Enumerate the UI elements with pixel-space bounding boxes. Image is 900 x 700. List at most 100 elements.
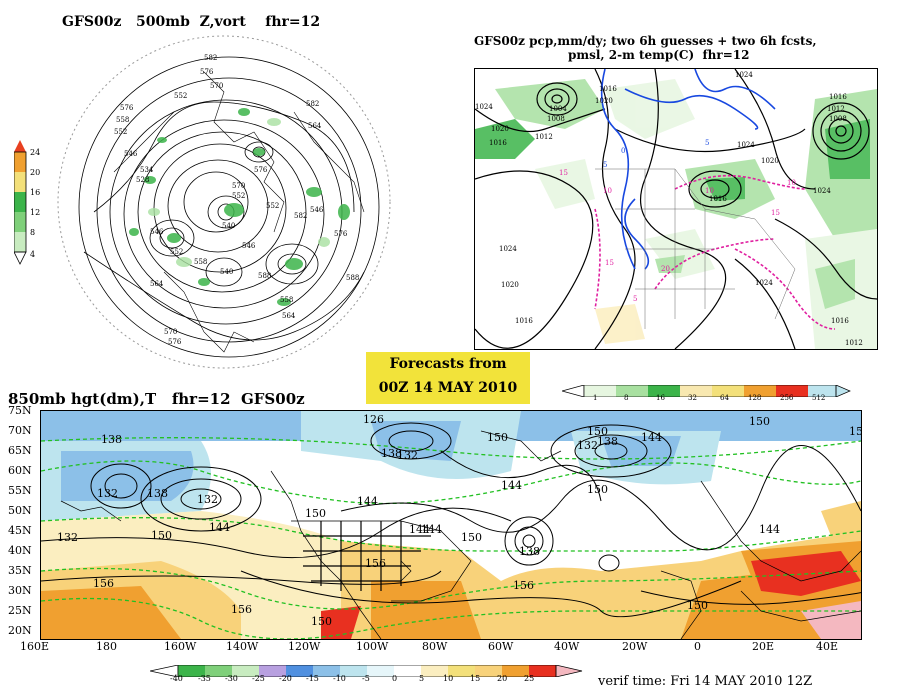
contour-label: 546	[242, 242, 256, 250]
temp-cb-label: -30	[225, 674, 238, 683]
temp-cb-label: -10	[333, 674, 346, 683]
contour-label: 552	[114, 128, 128, 136]
lat-label: 65N	[8, 444, 32, 457]
temp-cb-label: 5	[419, 674, 425, 683]
pcp-cb-label: 512	[812, 394, 826, 402]
height-label: 138	[519, 545, 540, 558]
forecast-line2: 00Z 14 MAY 2010	[378, 380, 518, 396]
lon-label: 20E	[752, 640, 775, 653]
temp-cb-label: -40	[170, 674, 183, 683]
temp-label: 5	[705, 139, 710, 147]
height-label: 156	[93, 577, 114, 590]
temp-label: 10	[787, 179, 796, 187]
temp-cb-label: 10	[443, 674, 454, 683]
isobar-label: 1012	[827, 105, 845, 113]
temp-label: 0	[621, 147, 626, 155]
height-label: 144	[759, 523, 780, 536]
height-label: 150	[587, 483, 608, 496]
contour-label: 558	[194, 258, 208, 266]
forecast-time-box: Forecasts from 00Z 14 MAY 2010	[366, 352, 530, 404]
isobar-label: 1004	[549, 105, 567, 113]
isobar-label: 1024	[737, 141, 755, 149]
contour-label: 546	[124, 150, 138, 158]
polar-cb-label: 24	[30, 148, 41, 157]
lat-axis: 75N 70N 65N 60N 55N 50N 45N 40N 35N 30N …	[0, 404, 40, 640]
height-label: 150	[849, 425, 861, 438]
lon-label: 60W	[488, 640, 514, 653]
temp-label: 10	[705, 187, 714, 195]
lon-label: 20W	[622, 640, 648, 653]
contour-label: 570	[164, 328, 178, 336]
contour-label: 564	[282, 312, 296, 320]
height-label: 150	[461, 531, 482, 544]
contour-label: 552	[232, 192, 246, 200]
height-label: 138	[381, 447, 402, 460]
lon-label: 140W	[226, 640, 259, 653]
isobar-label: 1016	[515, 317, 533, 325]
isobar-label: 1016	[599, 85, 617, 93]
hgt850-map: 138 132 138 132 144 150 132 156 156 150 …	[40, 410, 862, 640]
pcp-map: 1024 1020 1016 1012 1008 1004 1020 1016 …	[474, 68, 878, 350]
polar-cb-label: 4	[30, 250, 36, 259]
lat-label: 35N	[8, 564, 32, 577]
contour-label: 588	[258, 272, 272, 280]
isobar-label: 1024	[499, 245, 517, 253]
temp-label: 5	[633, 295, 638, 303]
isobar-label: 1020	[491, 125, 509, 133]
height-label: 150	[311, 615, 332, 628]
contour-label: 576	[254, 166, 268, 174]
lon-label: 160E	[20, 640, 50, 653]
height-label: 150	[487, 431, 508, 444]
height-label: 150	[151, 529, 172, 542]
contour-label: 588	[346, 274, 360, 282]
temp-label: 15	[559, 169, 568, 177]
height-label: 138	[597, 435, 618, 448]
contour-label: 564	[308, 122, 322, 130]
height-label: 150	[305, 507, 326, 520]
temp-label: 5	[603, 161, 608, 169]
contour-label: 534	[140, 166, 154, 174]
contour-label: 582	[306, 100, 320, 108]
lon-label: 100W	[356, 640, 389, 653]
lon-label: 160W	[164, 640, 197, 653]
lat-label: 40N	[8, 544, 32, 557]
pcp-cb-label: 1	[593, 394, 598, 402]
contour-label: 528	[136, 176, 150, 184]
contour-label: 582	[294, 212, 308, 220]
contour-label: 558	[280, 296, 294, 304]
polar-cb-label: 12	[30, 208, 41, 217]
lon-label: 40E	[816, 640, 839, 653]
contour-label: 540	[220, 268, 234, 276]
contour-label: 576	[120, 104, 134, 112]
height-label: 132	[397, 449, 418, 462]
isobar-label: 1020	[501, 281, 519, 289]
lat-label: 20N	[8, 624, 32, 637]
polar-cb-label: 20	[30, 168, 41, 177]
height-label: 144	[421, 523, 442, 536]
temp-label: 20	[661, 265, 670, 273]
height-label: 144	[357, 495, 378, 508]
height-label: 156	[513, 579, 534, 592]
contour-label: 540	[222, 222, 236, 230]
contour-label: 576	[168, 338, 182, 346]
lon-label: 40W	[554, 640, 580, 653]
isobar-label: 1024	[755, 279, 773, 287]
lat-label: 30N	[8, 584, 32, 597]
contour-label: 552	[174, 92, 188, 100]
temp-label: 15	[771, 209, 780, 217]
contour-label: 552	[170, 248, 184, 256]
isobar-label: 1020	[595, 97, 613, 105]
height-label: 156	[365, 557, 386, 570]
pcp-colorbar: 1 8 16 32 64 128 256 512	[560, 382, 852, 406]
polar-cb-label: 16	[30, 188, 41, 197]
lat-label: 60N	[8, 464, 32, 477]
verif-time: verif time: Fri 14 MAY 2010 12Z	[598, 674, 813, 689]
lat-label: 50N	[8, 504, 32, 517]
isobar-label: 1012	[845, 339, 863, 347]
polar-cb-label: 8	[30, 228, 36, 237]
isobar-label: 1024	[735, 71, 753, 79]
pcp-cb-label: 16	[656, 394, 665, 402]
temp-colorbar: -40 -35 -30 -25 -20 -15 -10 -5 0 5 10 15…	[149, 662, 590, 692]
temp-cb-label: -15	[306, 674, 319, 683]
lat-label: 55N	[8, 484, 32, 497]
